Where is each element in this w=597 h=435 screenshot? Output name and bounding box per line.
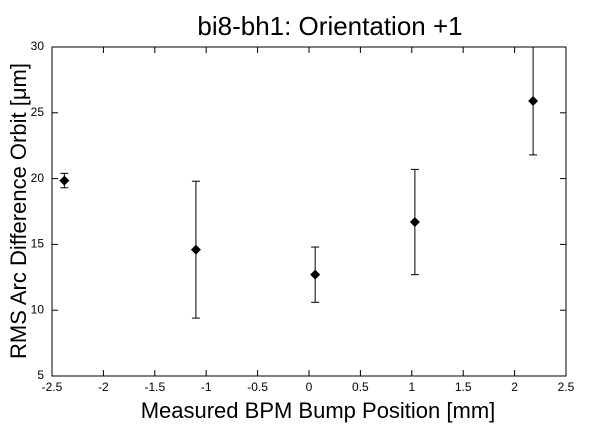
x-tick-label: 2 xyxy=(511,380,518,394)
y-tick-label: 30 xyxy=(31,39,45,53)
x-tick-label: -1.5 xyxy=(144,380,165,394)
y-tick-label: 5 xyxy=(37,368,44,382)
x-tick-label: -2.5 xyxy=(42,380,63,394)
point xyxy=(190,244,201,255)
x-tick-label: 1 xyxy=(408,380,415,394)
point xyxy=(409,217,420,228)
y-axis-label: RMS Arc Difference Orbit [μm] xyxy=(6,63,31,359)
point xyxy=(528,95,539,106)
x-axis-label: Measured BPM Bump Position [mm] xyxy=(141,398,496,423)
plot-area xyxy=(59,47,539,319)
x-tick-label: 0.5 xyxy=(352,380,369,394)
y-tick-label: 20 xyxy=(31,171,45,185)
plot-frame xyxy=(51,46,567,377)
x-tick-label: 1.5 xyxy=(455,380,472,394)
point xyxy=(310,269,321,280)
y-tick-label: 25 xyxy=(31,105,45,119)
point xyxy=(59,175,70,186)
x-tick-label: -1 xyxy=(201,380,212,394)
x-tick-label: 0 xyxy=(306,380,313,394)
x-tick-label: -2 xyxy=(98,380,109,394)
x-tick-label: 2.5 xyxy=(558,380,575,394)
y-tick-label: 10 xyxy=(31,302,45,316)
chart-title: bi8-bh1: Orientation +1 xyxy=(197,11,462,41)
x-tick-label: -0.5 xyxy=(247,380,268,394)
y-tick-label: 15 xyxy=(31,237,45,251)
